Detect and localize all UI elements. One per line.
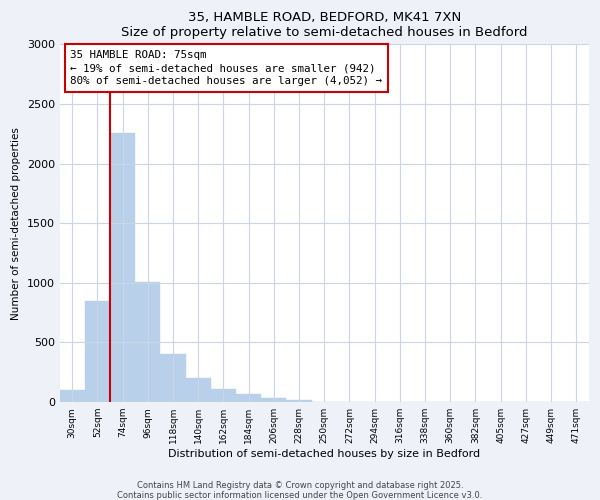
Y-axis label: Number of semi-detached properties: Number of semi-detached properties: [11, 127, 21, 320]
X-axis label: Distribution of semi-detached houses by size in Bedford: Distribution of semi-detached houses by …: [168, 449, 481, 459]
Bar: [211, 389, 236, 402]
Bar: [110, 132, 135, 402]
Bar: [85, 301, 110, 402]
Bar: [59, 390, 85, 402]
Text: 35 HAMBLE ROAD: 75sqm
← 19% of semi-detached houses are smaller (942)
80% of sem: 35 HAMBLE ROAD: 75sqm ← 19% of semi-deta…: [70, 50, 382, 86]
Title: 35, HAMBLE ROAD, BEDFORD, MK41 7XN
Size of property relative to semi-detached ho: 35, HAMBLE ROAD, BEDFORD, MK41 7XN Size …: [121, 11, 527, 39]
Bar: [160, 354, 185, 402]
Bar: [135, 282, 160, 402]
Text: Contains public sector information licensed under the Open Government Licence v3: Contains public sector information licen…: [118, 490, 482, 500]
Bar: [286, 400, 311, 402]
Bar: [261, 398, 286, 402]
Bar: [236, 394, 261, 402]
Text: Contains HM Land Registry data © Crown copyright and database right 2025.: Contains HM Land Registry data © Crown c…: [137, 480, 463, 490]
Bar: [185, 378, 211, 402]
